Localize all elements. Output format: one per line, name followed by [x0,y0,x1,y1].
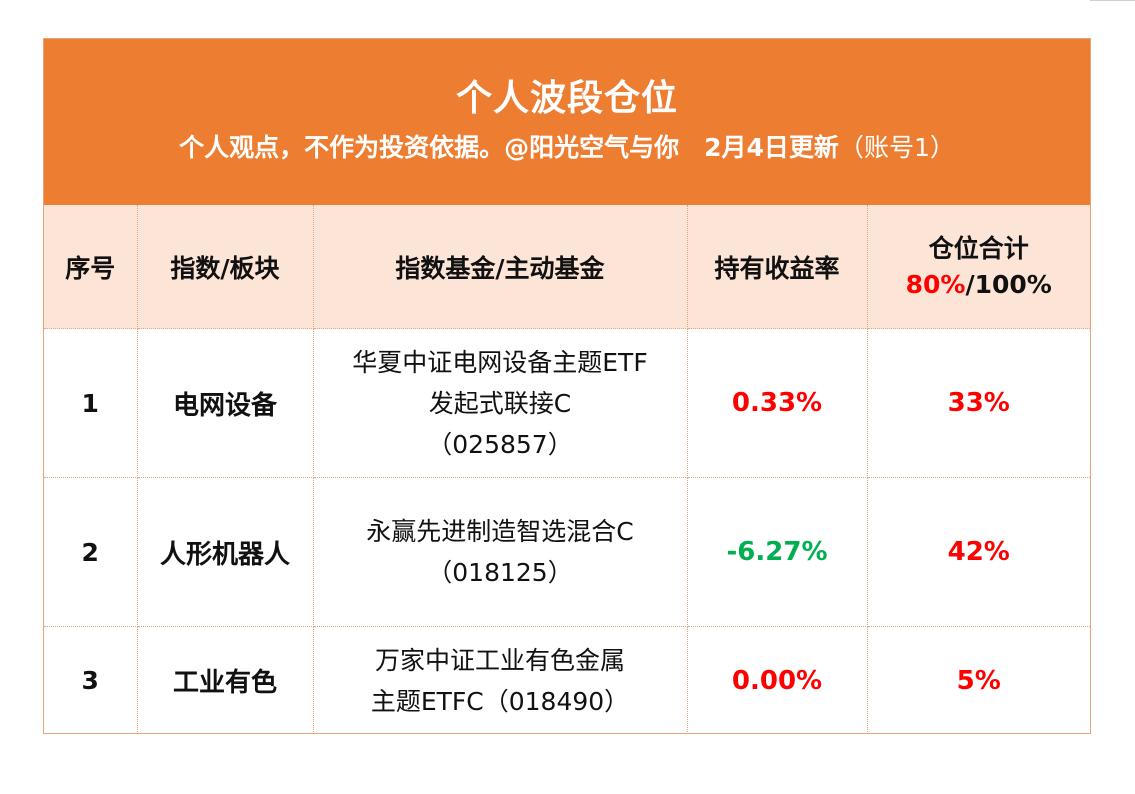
row-sector: 电网设备 [136,328,314,478]
fund-name-line: 发起式联接C [428,388,572,418]
row-sector: 工业有色 [136,626,314,734]
fund-name-line: 主题ETFC（018490） [370,686,630,716]
col-header-index: 序号 [44,205,138,329]
table-row: 2 人形机器人 永赢先进制造智选混合C （018125） -6.27% 42% [44,477,1090,627]
position-separator: / [965,269,975,299]
fund-code-line: （018125） [427,558,573,587]
page-subtitle: 个人观点，不作为投资依据。@阳光空气与你 2月4日更新（账号1） [44,128,1090,168]
fund-name-line: 永赢先进制造智选混合C [366,517,634,546]
row-index: 2 [44,477,138,627]
table-row: 1 电网设备 华夏中证电网设备主题ETF 发起式联接C （025857） 0.3… [44,328,1090,478]
fund-name-line: 华夏中证电网设备主题ETF [352,347,648,377]
table-header-row: 序号 指数/板块 指数基金/主动基金 持有收益率 仓位合计 80%/100% [44,205,1090,329]
position-used: 80% [905,269,966,299]
fund-code-line: （025857） [427,429,573,459]
row-fund: 永赢先进制造智选混合C （018125） [312,477,688,627]
col-header-sector: 指数/板块 [136,205,314,329]
row-return-rate: 0.33% [686,328,868,478]
col-header-position: 仓位合计 80%/100% [866,205,1091,329]
row-position: 42% [866,477,1090,627]
subtitle-text: 个人观点，不作为投资依据。@阳光空气与你 2月4日更新 [179,133,839,162]
position-total-value: 80%/100% [868,267,1091,303]
row-index: 3 [44,626,138,734]
account-note: （账号1） [838,133,955,162]
top-edge-line [1090,0,1135,5]
position-panel: 个人波段仓位 个人观点，不作为投资依据。@阳光空气与你 2月4日更新（账号1） … [43,38,1091,734]
row-return-rate: -6.27% [686,477,868,627]
table-row: 3 工业有色 万家中证工业有色金属 主题ETFC（018490） 0.00% 5… [44,626,1090,734]
position-table: 序号 指数/板块 指数基金/主动基金 持有收益率 仓位合计 80%/100% 1… [44,205,1090,734]
row-fund: 华夏中证电网设备主题ETF 发起式联接C （025857） [312,328,688,478]
row-position: 5% [866,626,1090,734]
panel-header: 个人波段仓位 个人观点，不作为投资依据。@阳光空气与你 2月4日更新（账号1） [44,39,1090,205]
col-header-return: 持有收益率 [686,205,868,329]
row-position: 33% [866,328,1090,478]
col-header-fund: 指数基金/主动基金 [312,205,688,329]
row-index: 1 [44,328,138,478]
fund-name-line: 万家中证工业有色金属 [374,645,625,675]
position-total-label: 仓位合计 [928,233,1029,263]
page-title: 个人波段仓位 [455,78,678,119]
row-sector: 人形机器人 [136,477,314,627]
row-return-rate: 0.00% [686,626,868,734]
position-max: 100% [974,269,1052,299]
row-fund: 万家中证工业有色金属 主题ETFC（018490） [312,626,688,734]
